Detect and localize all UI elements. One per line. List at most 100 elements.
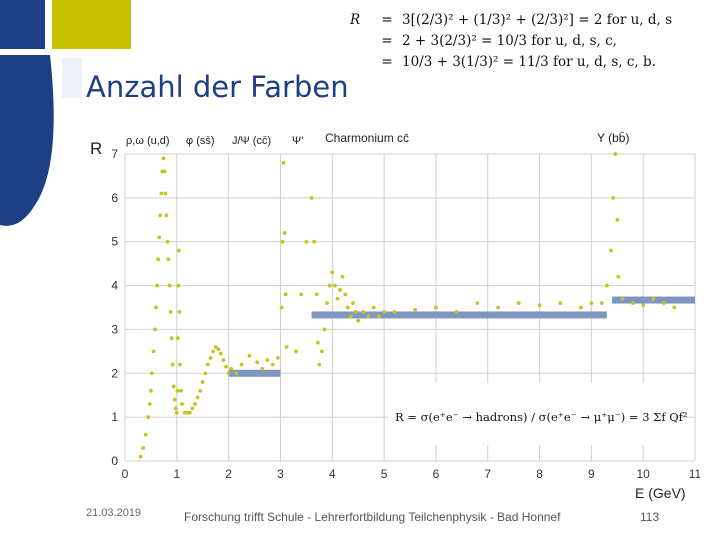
- data-point: [314, 292, 319, 297]
- data-point: [270, 362, 275, 367]
- data-point: [353, 309, 358, 314]
- data-point: [168, 309, 173, 314]
- data-point: [392, 309, 397, 314]
- data-point: [190, 406, 195, 411]
- data-point: [366, 314, 371, 319]
- x-axis-label: E (GeV): [635, 485, 686, 501]
- equation-equals: =: [381, 12, 393, 28]
- data-point: [206, 362, 210, 367]
- x-tick-label: 10: [637, 467, 651, 481]
- data-point: [641, 303, 646, 308]
- x-tick-label: 2: [225, 467, 232, 481]
- y-tick-label: 7: [111, 147, 118, 161]
- data-point: [147, 402, 152, 406]
- data-point: [330, 270, 335, 275]
- data-point: [338, 288, 342, 292]
- equation-rhs: 10/3 + 3(1/3)² = 11/3 for u, d, s, c, b.: [402, 54, 656, 70]
- equation-equals: =: [381, 33, 393, 49]
- data-point: [178, 362, 182, 367]
- data-point: [211, 349, 215, 354]
- data-point: [198, 388, 203, 393]
- data-point: [309, 195, 314, 200]
- data-point: [146, 415, 151, 420]
- slide-title: Anzahl der Farben: [86, 70, 349, 104]
- corner-band-blue: [0, 55, 54, 226]
- x-tick-label: 11: [689, 467, 700, 481]
- data-point: [312, 239, 317, 244]
- equation-row: = 2 + 3(2/3)² = 10/3 for u, d, s, c,: [350, 31, 672, 52]
- data-point: [174, 410, 179, 415]
- data-point: [171, 384, 176, 389]
- data-point: [239, 362, 244, 367]
- data-point: [496, 305, 500, 310]
- data-point: [672, 305, 677, 310]
- equation-row: R = 3[(2/3)² + (1/3)² + (2/3)²] = 2 for u,…: [350, 10, 672, 31]
- data-point: [413, 307, 418, 312]
- x-tick-label: 5: [381, 467, 388, 481]
- x-tick-label: 3: [277, 467, 284, 481]
- data-point: [226, 371, 231, 376]
- data-point: [377, 314, 381, 319]
- data-point: [348, 314, 353, 319]
- data-point: [158, 213, 163, 218]
- data-point: [284, 345, 289, 349]
- data-point: [345, 305, 350, 310]
- data-point: [216, 347, 221, 352]
- data-point: [195, 395, 200, 400]
- model-level-bar: [228, 369, 281, 377]
- resonance-label-jpsi: J/Ψ (cc̄): [232, 135, 271, 147]
- footer-text: Forschung trifft Schule - Lehrerfortbild…: [184, 510, 561, 524]
- data-point: [294, 349, 298, 354]
- x-tick-label: 8: [536, 467, 543, 481]
- data-point: [454, 309, 459, 314]
- data-point: [327, 283, 332, 288]
- data-point: [221, 358, 226, 363]
- data-point: [299, 292, 304, 297]
- data-point: [315, 340, 320, 345]
- data-point: [616, 274, 621, 279]
- data-point: [630, 301, 635, 306]
- data-point: [166, 257, 171, 262]
- y-tick-label: 6: [111, 191, 118, 205]
- data-point: [275, 356, 280, 360]
- resonance-label-phi: φ (ss̄): [186, 135, 215, 147]
- x-tick-label: 1: [173, 467, 180, 481]
- data-point: [218, 351, 223, 356]
- data-point: [475, 301, 480, 306]
- y-tick-label: 5: [111, 235, 118, 249]
- x-tick-label: 4: [329, 467, 336, 481]
- data-point: [164, 213, 169, 218]
- data-point: [265, 358, 270, 363]
- data-point: [332, 283, 337, 288]
- data-point: [149, 388, 153, 393]
- data-point: [156, 257, 161, 262]
- data-point: [613, 152, 618, 156]
- data-point: [247, 353, 252, 358]
- corner-band-light: [62, 58, 82, 98]
- data-point: [143, 432, 148, 437]
- data-point: [167, 283, 172, 288]
- data-point: [180, 402, 184, 406]
- data-point: [187, 410, 192, 415]
- data-point: [589, 301, 594, 306]
- data-point: [434, 305, 438, 310]
- data-point: [161, 156, 166, 161]
- data-point: [150, 371, 154, 376]
- y-tick-label: 3: [111, 322, 118, 336]
- equation-block: R = 3[(2/3)² + (1/3)² + (2/3)²] = 2 for u,…: [350, 10, 672, 73]
- data-point: [651, 296, 656, 301]
- data-point: [176, 283, 181, 288]
- data-point: [255, 360, 260, 365]
- data-point: [155, 283, 160, 288]
- data-point: [176, 248, 181, 253]
- data-point: [138, 454, 143, 459]
- data-point: [558, 301, 563, 306]
- data-point: [172, 397, 177, 402]
- page-number: 113: [640, 510, 660, 524]
- data-point: [170, 362, 175, 367]
- equation-equals: =: [381, 54, 393, 70]
- data-point: [282, 231, 287, 235]
- data-point: [343, 292, 348, 297]
- data-point: [279, 305, 284, 310]
- data-point: [151, 349, 156, 354]
